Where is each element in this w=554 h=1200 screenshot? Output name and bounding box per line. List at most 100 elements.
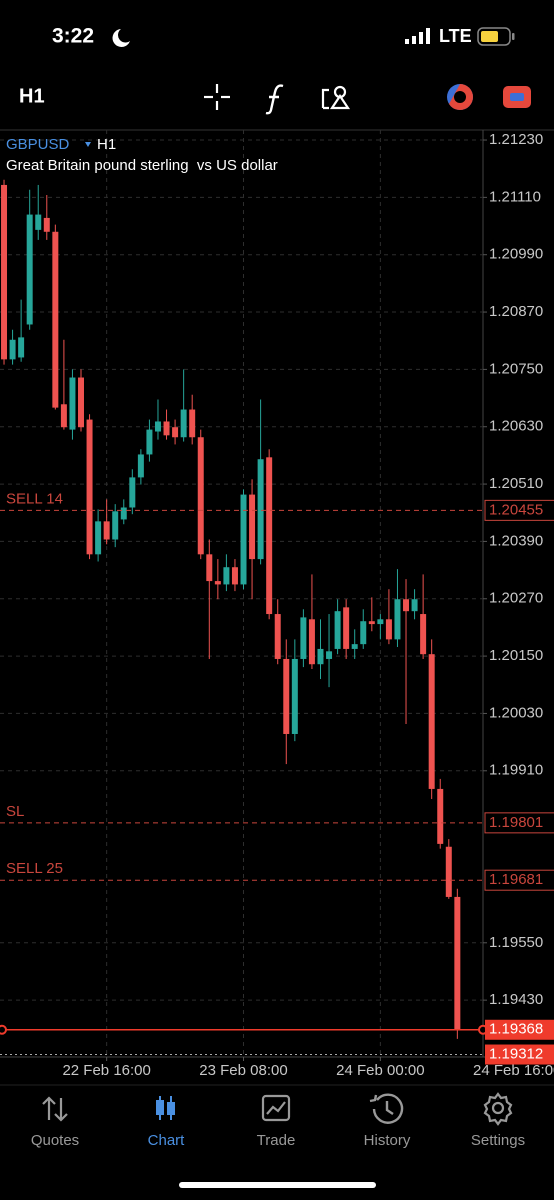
candle-body: [257, 459, 264, 560]
candle-body: [351, 644, 358, 649]
candle-body: [420, 614, 427, 655]
chart-description: Great Britain pound sterling vs US dolla…: [6, 157, 278, 174]
y-tick-label: 1.20630: [489, 418, 543, 435]
candle-body: [223, 567, 230, 585]
candle-body: [411, 599, 418, 612]
objects-button[interactable]: [321, 85, 351, 110]
candle-body: [197, 437, 204, 555]
candle-body: [52, 231, 59, 408]
candle-body: [129, 477, 136, 508]
candle-body: [360, 621, 367, 645]
signal-icon: [405, 28, 430, 44]
candle-body: [377, 619, 384, 625]
crosshair-button[interactable]: [204, 84, 230, 110]
nav-tab-label[interactable]: Chart: [148, 1132, 186, 1149]
candle-body: [249, 494, 256, 560]
bid-marker: [0, 1024, 7, 1035]
symbol-dropdown-icon: [85, 142, 91, 147]
chart-icon: [156, 1096, 175, 1120]
candle-body: [172, 427, 179, 438]
trade-signal-button[interactable]: [447, 84, 473, 111]
trade-icon: [261, 1094, 291, 1122]
x-tick-label: 23 Feb 08:00: [199, 1062, 287, 1079]
candle-body: [403, 599, 410, 612]
candle-body: [308, 619, 315, 665]
status-time: 3:22: [52, 25, 94, 48]
y-tick-label: 1.20150: [489, 647, 543, 664]
y-tick-label: 1.21110: [489, 188, 541, 205]
y-tick-label: 1.19550: [489, 934, 543, 951]
candle-body: [385, 619, 392, 640]
level-price-box: [484, 812, 554, 834]
chart-timeframe: H1: [97, 136, 116, 153]
history-icon: [369, 1093, 404, 1124]
candle-body: [437, 788, 444, 844]
candle-body: [95, 521, 102, 555]
candle-body: [334, 611, 341, 649]
candle-body: [154, 421, 161, 432]
candle-body: [231, 567, 238, 585]
level-label: SELL 25: [6, 860, 63, 877]
x-tick-label: 24 Feb 00:00: [336, 1062, 424, 1079]
candle-body: [120, 507, 127, 520]
level-label: SELL 14: [6, 490, 63, 507]
candle-body: [26, 214, 33, 325]
level-price-box: [484, 869, 554, 891]
y-tick-label: 1.19910: [489, 762, 543, 779]
quotes-icon: [42, 1096, 68, 1122]
y-tick-label: 1.20030: [489, 704, 543, 721]
level-price: 1.19801: [489, 814, 543, 831]
chart-symbol[interactable]: GBPUSD: [6, 136, 70, 153]
trade-button[interactable]: [503, 86, 531, 108]
candle-body: [206, 554, 213, 582]
x-tick-label: 22 Feb 16:00: [62, 1062, 150, 1079]
level-label: SL: [6, 803, 24, 820]
x-tick-label: 24 Feb 16:00: [473, 1062, 554, 1079]
candle-body: [1, 184, 8, 360]
y-tick-label: 1.19430: [489, 991, 543, 1008]
toolbar-timeframe[interactable]: H1: [19, 85, 45, 107]
nav-tab-label[interactable]: History: [364, 1132, 411, 1149]
candle-body: [454, 896, 461, 1030]
candle-body: [86, 419, 93, 555]
level-price: 1.20455: [489, 501, 543, 518]
chart: 1.21230 1.21110 1.20990 1.20870 1.20750 1.206…: [0, 129, 554, 1079]
y-tick-label: 1.20390: [489, 532, 543, 549]
ask-price: 1.19312: [489, 1045, 543, 1062]
candle-body: [146, 429, 153, 455]
indicators-button[interactable]: [265, 84, 284, 115]
level-price-box: [484, 499, 554, 521]
candle-body: [112, 511, 119, 540]
candle-body: [78, 377, 84, 428]
y-tick-label: 1.20870: [489, 303, 543, 320]
candle-body: [103, 521, 110, 540]
candle-body: [69, 377, 76, 430]
battery-icon: [477, 27, 515, 46]
bottom-nav: Quotes Chart Trade History Settings: [31, 1092, 525, 1149]
bid-price-box: [485, 1019, 554, 1040]
y-tick-label: 1.20510: [489, 475, 543, 492]
candle-body: [180, 409, 187, 438]
candle-body: [137, 454, 144, 478]
y-tick-label: 1.20990: [489, 246, 543, 263]
level-price: 1.19681: [489, 871, 543, 888]
candle-body: [283, 658, 290, 734]
y-tick-label: 1.20270: [489, 590, 543, 607]
nav-tab-label[interactable]: Settings: [471, 1132, 525, 1149]
y-tick-label: 1.20750: [489, 360, 543, 377]
candle-body: [445, 846, 452, 897]
candle-body: [189, 409, 196, 438]
candle-body: [326, 651, 333, 659]
candle-body: [368, 621, 375, 625]
home-indicator: [179, 1182, 376, 1188]
candle-body: [266, 457, 273, 615]
nav-tab-label[interactable]: Quotes: [31, 1132, 79, 1149]
candle-body: [60, 404, 67, 428]
candle-body: [300, 617, 307, 659]
nav-tab-label[interactable]: Trade: [257, 1132, 296, 1149]
candle-body: [394, 599, 401, 640]
moon-icon: [112, 29, 130, 47]
candle-body: [35, 214, 42, 230]
